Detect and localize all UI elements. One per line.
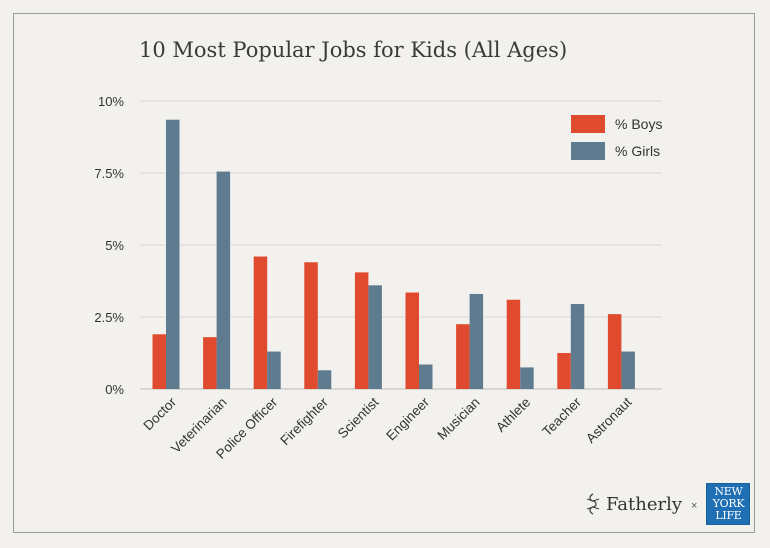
bars [152, 119, 635, 389]
nyl-logo-line: NEW [714, 485, 743, 498]
bar-girls-astronaut [621, 351, 635, 389]
bar-boys-scientist [354, 272, 369, 389]
chart-frame [13, 13, 755, 533]
y-tick-label: 7.5% [94, 166, 124, 181]
new-york-life-logo: NEW YORK LIFE [706, 483, 751, 525]
bar-girls-firefighter [317, 370, 332, 389]
bar-boys-doctor [152, 334, 166, 389]
legend-swatch [571, 142, 605, 160]
y-tick-label: 2.5% [94, 310, 124, 325]
bar-boys-firefighter [304, 262, 318, 389]
legend-label: % Boys [615, 116, 662, 132]
bar-girls-scientist [368, 285, 382, 389]
x-tick-label: Athlete [493, 395, 533, 435]
nyl-logo-line: LIFE [715, 509, 742, 522]
bar-boys-police-officer [253, 256, 268, 389]
x-tick-label: Scientist [335, 394, 382, 441]
times-sign: × [691, 500, 698, 512]
bar-boys-veterinarian [203, 337, 217, 389]
fatherly-logo-text: Fatherly [606, 493, 683, 515]
bar-girls-veterinarian [216, 171, 231, 389]
bar-girls-musician [469, 293, 484, 389]
y-tick-label: 0% [105, 382, 124, 397]
bar-girls-police-officer [267, 351, 281, 389]
y-tick-label: 5% [105, 238, 124, 253]
x-tick-label: Doctor [140, 394, 179, 433]
fatherly-logo-icon [586, 493, 600, 515]
bar-girls-athlete [520, 367, 534, 389]
bar-boys-engineer [405, 292, 419, 389]
x-tick-label: Astronaut [583, 394, 635, 446]
legend: % Boys % Girls [571, 115, 662, 160]
bar-girls-doctor [166, 119, 180, 389]
legend-swatch [571, 115, 605, 133]
x-tick-label: Engineer [383, 394, 432, 443]
x-tick-label: Musician [434, 395, 482, 443]
bar-girls-teacher [570, 304, 585, 389]
y-tick-label: 10% [98, 94, 124, 109]
y-axis-ticks: 0% 2.5% 5% 7.5% 10% [94, 94, 124, 397]
branding: Fatherly × NEW YORK LIFE [584, 482, 751, 526]
x-tick-label: Teacher [539, 394, 584, 439]
bar-boys-astronaut [607, 314, 622, 389]
bar-boys-athlete [506, 299, 521, 389]
nyl-logo-line: YORK [712, 497, 745, 510]
bar-boys-musician [456, 324, 470, 389]
bar-boys-teacher [557, 353, 571, 389]
legend-label: % Girls [615, 143, 660, 159]
x-tick-label: Firefighter [277, 394, 331, 448]
chart-title: 10 Most Popular Jobs for Kids (All Ages) [139, 38, 568, 62]
bar-girls-engineer [419, 364, 433, 389]
